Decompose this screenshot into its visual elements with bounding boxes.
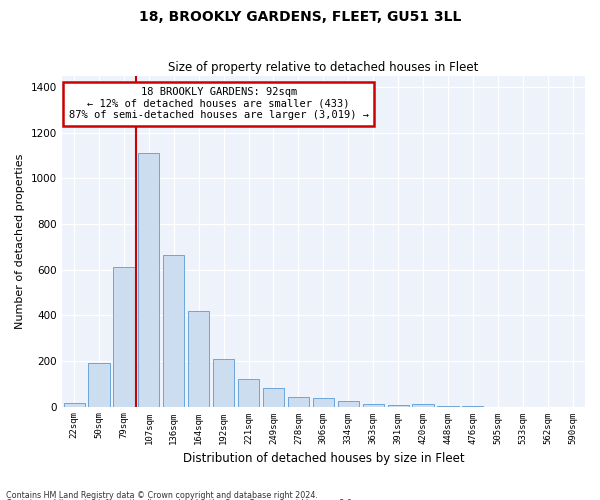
Bar — [313, 398, 334, 406]
Bar — [213, 358, 234, 406]
Bar — [138, 154, 160, 406]
Bar — [238, 379, 259, 406]
Bar — [64, 403, 85, 406]
Text: 18, BROOKLY GARDENS, FLEET, GU51 3LL: 18, BROOKLY GARDENS, FLEET, GU51 3LL — [139, 10, 461, 24]
Bar — [88, 363, 110, 406]
Text: Contains HM Land Registry data © Crown copyright and database right 2024.: Contains HM Land Registry data © Crown c… — [6, 490, 318, 500]
Bar — [113, 268, 134, 406]
Bar — [188, 310, 209, 406]
Text: Contains public sector information licensed under the Open Government Licence v3: Contains public sector information licen… — [6, 499, 355, 500]
X-axis label: Distribution of detached houses by size in Fleet: Distribution of detached houses by size … — [182, 452, 464, 465]
Bar — [163, 255, 184, 406]
Bar — [362, 404, 384, 406]
Title: Size of property relative to detached houses in Fleet: Size of property relative to detached ho… — [168, 62, 479, 74]
Y-axis label: Number of detached properties: Number of detached properties — [15, 154, 25, 329]
Bar — [412, 404, 434, 406]
Text: 18 BROOKLY GARDENS: 92sqm
← 12% of detached houses are smaller (433)
87% of semi: 18 BROOKLY GARDENS: 92sqm ← 12% of detac… — [68, 87, 368, 120]
Bar — [338, 401, 359, 406]
Bar — [288, 398, 309, 406]
Bar — [263, 388, 284, 406]
